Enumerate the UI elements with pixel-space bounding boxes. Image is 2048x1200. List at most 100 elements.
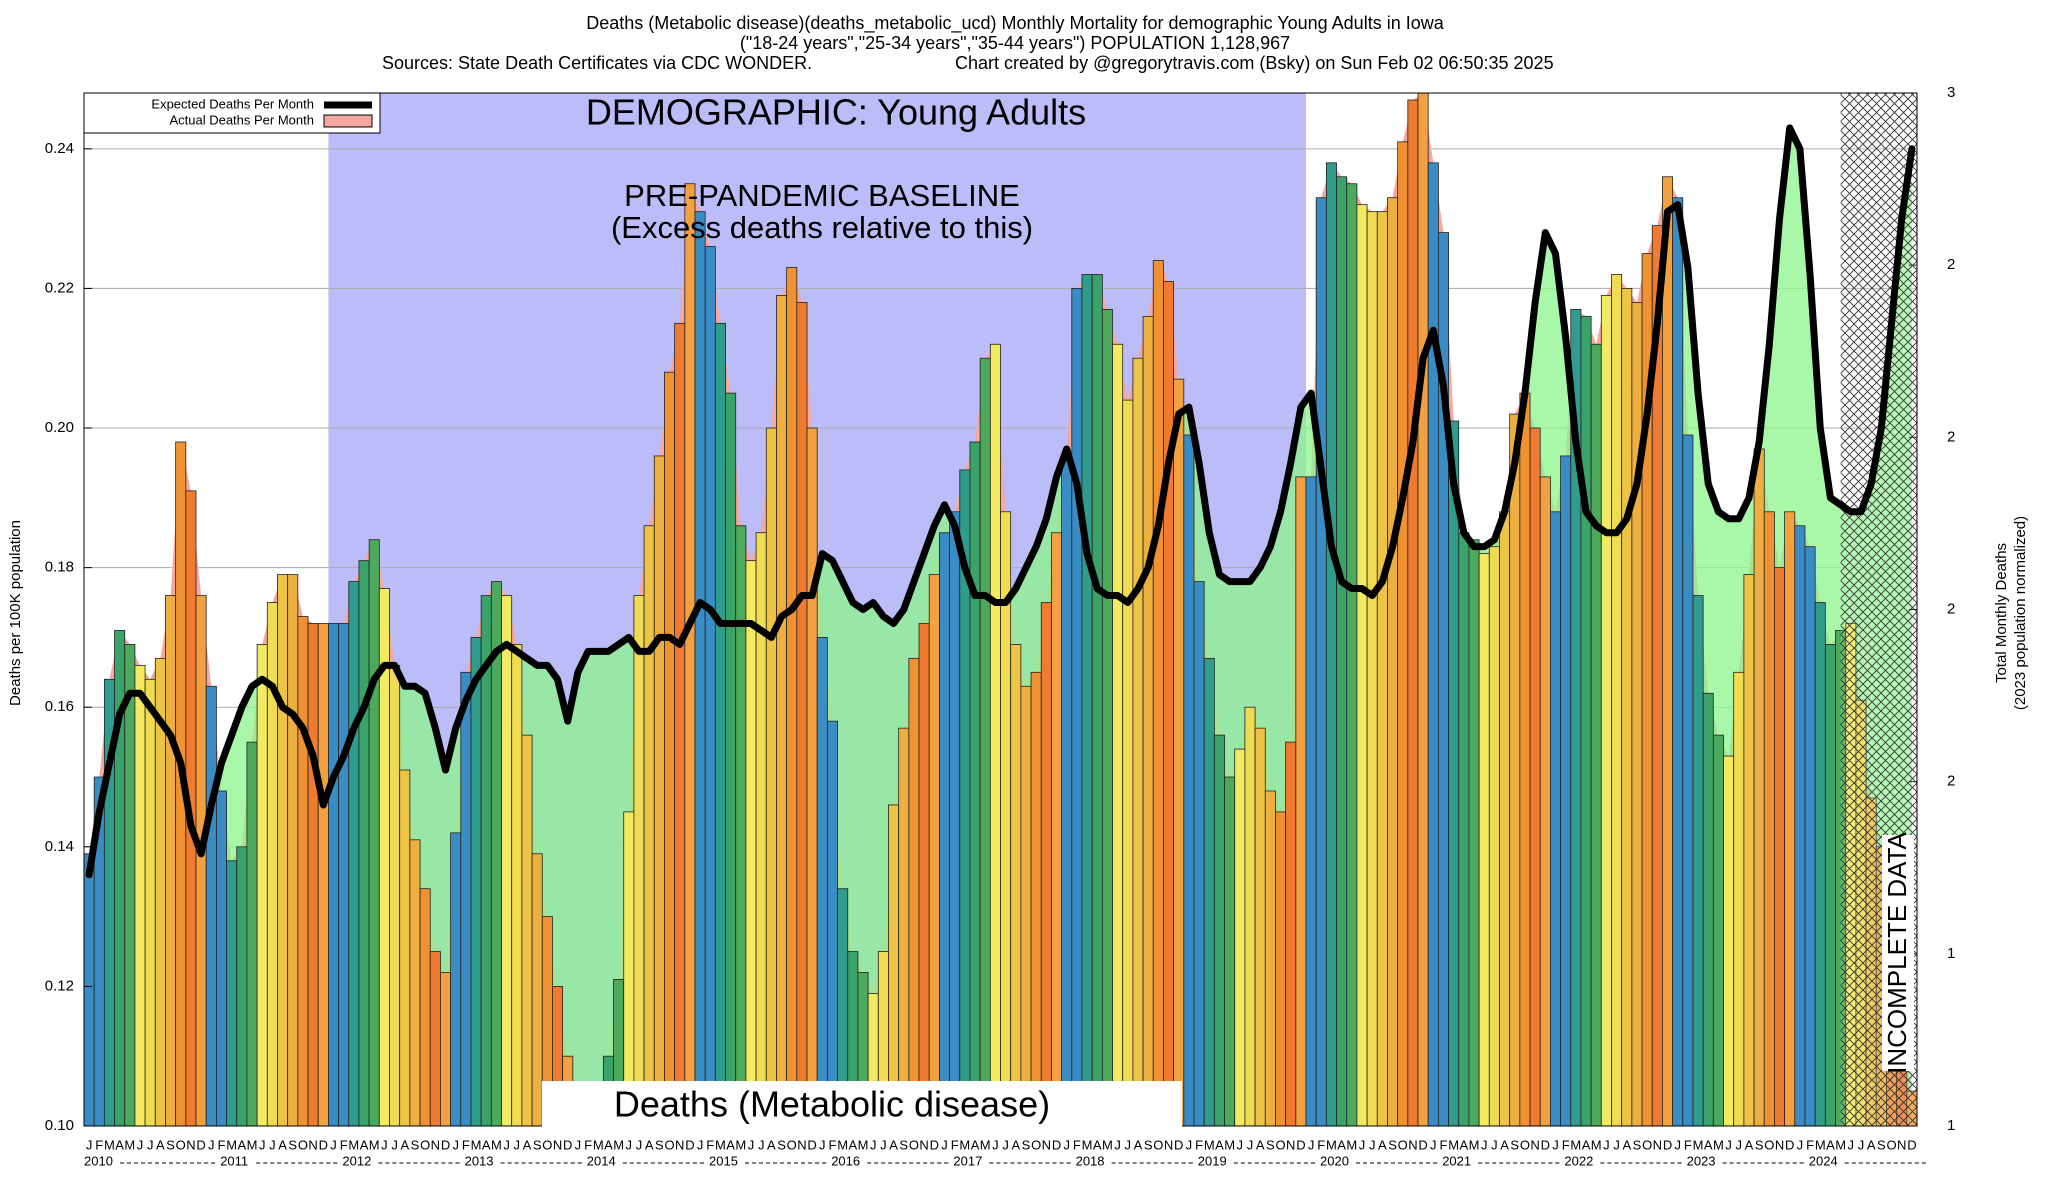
x-tick-label: D	[930, 1137, 939, 1152]
bar	[898, 727, 910, 1127]
bar	[796, 301, 808, 1127]
x-tick-label: M	[1326, 1137, 1337, 1152]
x-tick-label: M	[1693, 1137, 1704, 1152]
x-tick-label: J	[1359, 1137, 1366, 1152]
bar	[1784, 511, 1796, 1127]
x-tick-label: O	[1275, 1137, 1285, 1152]
bar	[1030, 671, 1042, 1127]
x-tick-label: D	[685, 1137, 694, 1152]
bar	[888, 804, 900, 1127]
bar	[1112, 343, 1124, 1127]
year-label: 2021	[1442, 1153, 1471, 1168]
year-label: 2013	[465, 1153, 494, 1168]
bar	[205, 685, 217, 1127]
bar	[1275, 811, 1287, 1127]
x-tick-label: M	[1224, 1137, 1235, 1152]
x-tick-label: J	[1736, 1137, 1743, 1152]
bar	[327, 623, 339, 1127]
x-tick-label: O	[909, 1137, 919, 1152]
bar	[714, 322, 726, 1127]
x-tick-label: D	[441, 1137, 450, 1152]
bar	[969, 441, 981, 1127]
x-tick-label: J	[941, 1137, 948, 1152]
x-tick-label: F	[95, 1137, 103, 1152]
x-tick-label: A	[889, 1137, 898, 1152]
x-tick-label: S	[288, 1137, 297, 1152]
bar	[939, 532, 950, 1127]
bar	[1478, 553, 1490, 1127]
x-tick-label: M	[1204, 1137, 1215, 1152]
x-tick-label: D	[1418, 1137, 1427, 1152]
bar	[1702, 692, 1714, 1127]
x-tick-label: N	[553, 1137, 562, 1152]
x-tick-label: A	[1011, 1137, 1020, 1152]
x-tick-label: A	[1500, 1137, 1509, 1152]
year-label: 2016	[831, 1153, 860, 1168]
bar	[1468, 539, 1480, 1127]
x-tick-label: J	[626, 1137, 633, 1152]
x-tick-label: O	[542, 1137, 552, 1152]
y2-tick-label: 2	[1947, 256, 1955, 273]
bar	[1234, 748, 1246, 1127]
x-tick-label: M	[959, 1137, 970, 1152]
legend-label: Actual Deaths Per Month	[169, 112, 314, 127]
bar	[1560, 455, 1572, 1127]
y-tick-label: 0.10	[45, 1117, 74, 1134]
x-tick-label: M	[491, 1137, 502, 1152]
incomplete-group: INCOMPLETE DATA	[1882, 831, 1914, 1074]
x-tick-label: A	[238, 1137, 247, 1152]
x-tick-label: J	[1481, 1137, 1488, 1152]
bar	[134, 664, 146, 1127]
bar	[215, 790, 227, 1127]
bar	[1499, 511, 1511, 1127]
x-tick-label: J	[1797, 1137, 1804, 1152]
y2-tick-label: 2	[1947, 428, 1955, 445]
x-tick-label: J	[269, 1137, 276, 1152]
y-tick-label: 0.20	[45, 419, 74, 436]
bar	[531, 853, 543, 1127]
x-tick-label: S	[166, 1137, 175, 1152]
x-tick-label: M	[1102, 1137, 1113, 1152]
x-tick-label: N	[1286, 1137, 1295, 1152]
bar	[1774, 567, 1786, 1127]
x-tick-label: M	[247, 1137, 258, 1152]
bar	[1804, 546, 1816, 1127]
chart-source: Sources: State Death Certificates via CD…	[382, 53, 812, 73]
year-label: 2024	[1809, 1153, 1838, 1168]
x-tick-label: J	[1237, 1137, 1244, 1152]
x-tick-label: M	[1713, 1137, 1724, 1152]
year-label: 2011	[220, 1153, 248, 1168]
bar	[246, 741, 258, 1127]
x-tick-label: A	[604, 1137, 613, 1152]
x-tick-label: F	[1195, 1137, 1203, 1152]
bar	[1539, 476, 1551, 1127]
x-tick-label: O	[298, 1137, 308, 1152]
x-tick-label: A	[1826, 1137, 1835, 1152]
x-tick-label: S	[1755, 1137, 1764, 1152]
y-tick-label: 0.24	[45, 140, 74, 157]
bar	[1101, 308, 1113, 1127]
x-tick-label: F	[951, 1137, 959, 1152]
x-tick-label: D	[319, 1137, 328, 1152]
bar	[317, 623, 329, 1127]
bar	[236, 846, 248, 1127]
x-tick-label: D	[196, 1137, 205, 1152]
bar	[928, 574, 940, 1127]
x-tick-label: D	[1296, 1137, 1305, 1152]
x-tick-label: S	[1633, 1137, 1642, 1152]
x-tick-label: A	[1134, 1137, 1143, 1152]
x-tick-label: A	[482, 1137, 491, 1152]
bar	[674, 322, 686, 1127]
bar	[1376, 211, 1388, 1127]
x-tick-label: J	[880, 1137, 887, 1152]
x-tick-label: A	[767, 1137, 776, 1152]
x-tick-label: O	[1153, 1137, 1163, 1152]
bar	[1224, 776, 1236, 1127]
x-tick-label: F	[462, 1137, 470, 1152]
bar	[1366, 211, 1378, 1127]
bar	[1091, 274, 1103, 1127]
x-tick-label: S	[533, 1137, 542, 1152]
bar	[1264, 790, 1276, 1127]
x-tick-label: O	[176, 1137, 186, 1152]
bar	[490, 581, 502, 1127]
